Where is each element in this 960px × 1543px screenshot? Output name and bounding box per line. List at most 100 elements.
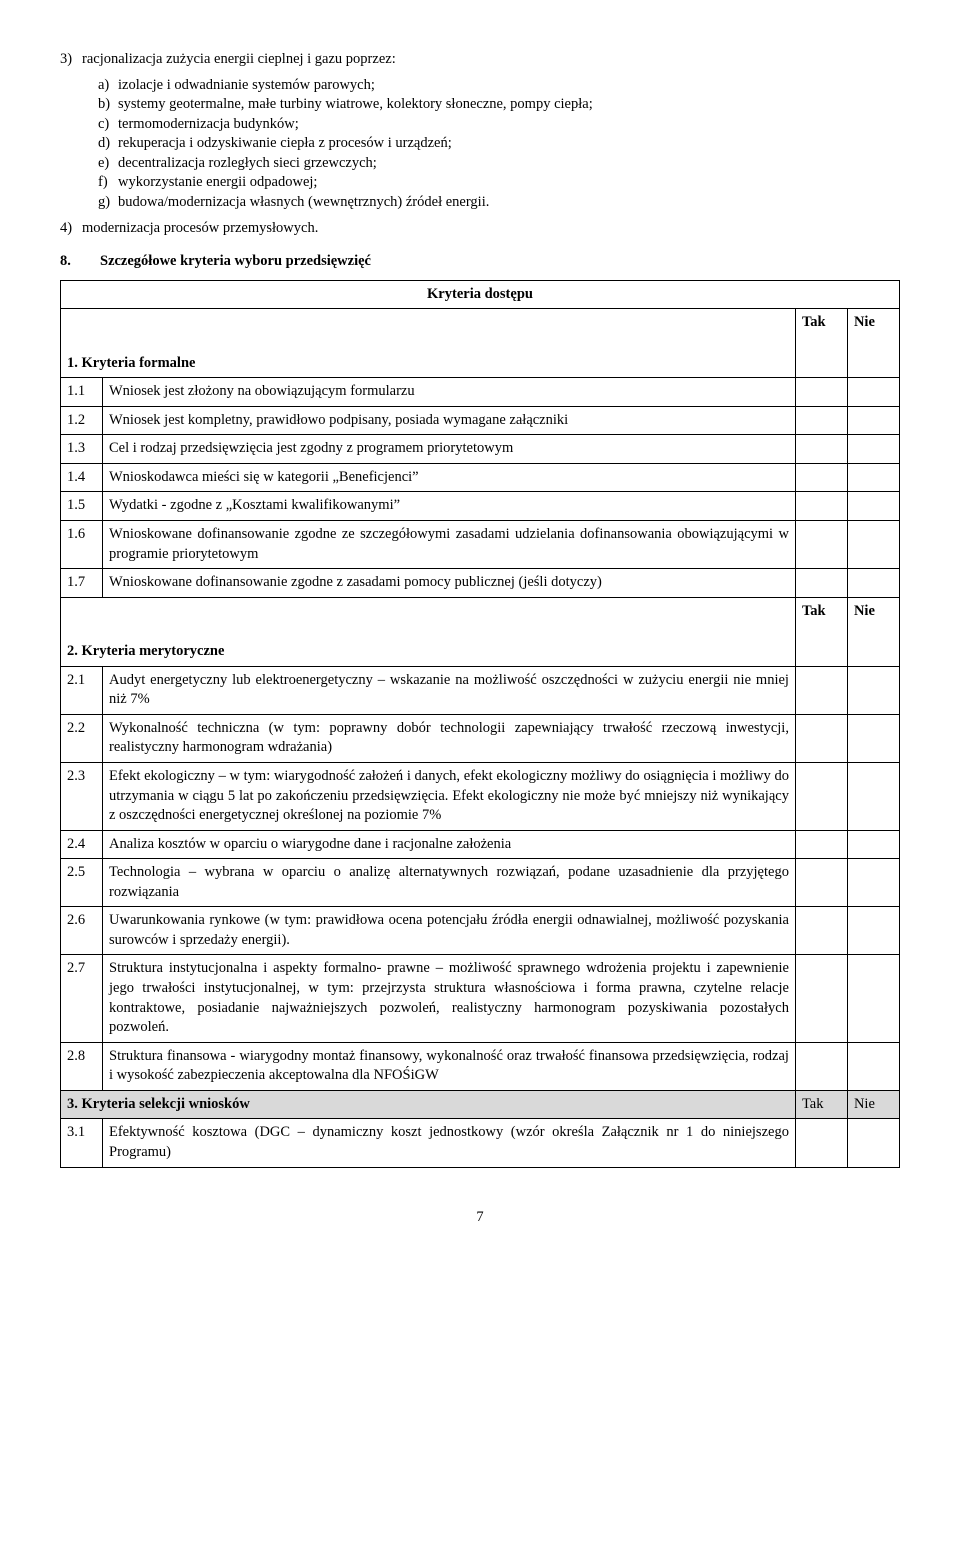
cell-nie [847, 859, 899, 907]
cell-tak [795, 1042, 847, 1090]
cell-tak [795, 378, 847, 407]
page-number: 7 [60, 1208, 900, 1228]
header-kryteria-dostepu: Kryteria dostępu [61, 280, 900, 309]
list-text: racjonalizacja zużycia energii cieplnej … [82, 50, 396, 70]
cell-nie [847, 1119, 899, 1167]
table-row: 2.4 Analiza kosztów w oparciu o wiarygod… [61, 830, 900, 859]
cell-nie [847, 907, 899, 955]
cell-tak [795, 435, 847, 464]
col-nie: Nie [847, 1090, 899, 1119]
row-num: 2.6 [61, 907, 103, 955]
table-row: 2.8 Struktura finansowa - wiarygodny mon… [61, 1042, 900, 1090]
sub-letter: b) [98, 95, 118, 115]
col-tak: Tak [795, 597, 847, 666]
row-num: 3.1 [61, 1119, 103, 1167]
row-num: 2.4 [61, 830, 103, 859]
sub-text: izolacje i odwadnianie systemów parowych… [118, 76, 375, 96]
row-num: 1.3 [61, 435, 103, 464]
row-num: 2.7 [61, 955, 103, 1042]
cell-nie [847, 666, 899, 714]
cell-tak [795, 521, 847, 569]
table-row: 1.1 Wniosek jest złożony na obowiązujący… [61, 378, 900, 407]
row-num: 1.1 [61, 378, 103, 407]
row-num: 1.4 [61, 463, 103, 492]
cell-tak [795, 463, 847, 492]
table-row: 1.7 Wnioskowane dofinansowanie zgodne z … [61, 569, 900, 598]
table-row: 1.2 Wniosek jest kompletny, prawidłowo p… [61, 406, 900, 435]
cell-nie [847, 830, 899, 859]
cell-tak [795, 666, 847, 714]
table-header-row: Kryteria dostępu [61, 280, 900, 309]
cell-tak [795, 714, 847, 762]
list-number: 3) [60, 50, 82, 70]
row-num: 2.3 [61, 762, 103, 830]
cell-nie [847, 521, 899, 569]
cell-tak [795, 762, 847, 830]
col-nie: Nie [847, 309, 899, 378]
section-8-heading: 8. Szczegółowe kryteria wyboru przedsięw… [60, 252, 900, 272]
sub-text: budowa/modernizacja własnych (wewnętrzny… [118, 193, 489, 213]
group-3-label: 3. Kryteria selekcji wniosków [61, 1090, 796, 1119]
table-row: 1.3 Cel i rodzaj przedsięwzięcia jest zg… [61, 435, 900, 464]
row-num: 1.6 [61, 521, 103, 569]
cell-tak [795, 859, 847, 907]
sub-text: wykorzystanie energii odpadowej; [118, 173, 317, 193]
table-row: 2.3 Efekt ekologiczny – w tym: wiarygodn… [61, 762, 900, 830]
sub-text: termomodernizacja budynków; [118, 115, 299, 135]
row-num: 2.2 [61, 714, 103, 762]
sublist: a)izolacje i odwadnianie systemów parowy… [98, 76, 900, 213]
cell-nie [847, 463, 899, 492]
row-text: Wniosek jest złożony na obowiązującym fo… [103, 378, 796, 407]
row-text: Wnioskowane dofinansowanie zgodne ze szc… [103, 521, 796, 569]
row-num: 1.5 [61, 492, 103, 521]
row-text: Audyt energetyczny lub elektroenergetycz… [103, 666, 796, 714]
list-item-3: 3) racjonalizacja zużycia energii ciepln… [60, 50, 900, 70]
sub-letter: a) [98, 76, 118, 96]
cell-tak [795, 406, 847, 435]
row-text: Struktura instytucjonalna i aspekty form… [103, 955, 796, 1042]
table-row: 1.4 Wnioskodawca mieści się w kategorii … [61, 463, 900, 492]
row-num: 1.7 [61, 569, 103, 598]
col-tak: Tak [795, 1090, 847, 1119]
sub-text: rekuperacja i odzyskiwanie ciepła z proc… [118, 134, 452, 154]
group-2-row: 2. Kryteria merytoryczne Tak Nie [61, 597, 900, 666]
table-row: 3.1 Efektywność kosztowa (DGC – dynamicz… [61, 1119, 900, 1167]
row-text: Uwarunkowania rynkowe (w tym: prawidłowa… [103, 907, 796, 955]
row-num: 2.5 [61, 859, 103, 907]
table-row: 1.6 Wnioskowane dofinansowanie zgodne ze… [61, 521, 900, 569]
sub-letter: e) [98, 154, 118, 174]
row-text: Efekt ekologiczny – w tym: wiarygodność … [103, 762, 796, 830]
table-row: 2.5 Technologia – wybrana w oparciu o an… [61, 859, 900, 907]
cell-nie [847, 406, 899, 435]
row-text: Analiza kosztów w oparciu o wiarygodne d… [103, 830, 796, 859]
cell-tak [795, 955, 847, 1042]
group-2-label: 2. Kryteria merytoryczne [61, 597, 796, 666]
table-row: 2.1 Audyt energetyczny lub elektroenerge… [61, 666, 900, 714]
group-1-row: 1. Kryteria formalne Tak Nie [61, 309, 900, 378]
cell-nie [847, 955, 899, 1042]
cell-tak [795, 1119, 847, 1167]
row-text: Cel i rodzaj przedsięwzięcia jest zgodny… [103, 435, 796, 464]
cell-nie [847, 492, 899, 521]
row-text: Wnioskowane dofinansowanie zgodne z zasa… [103, 569, 796, 598]
table-row: 2.6 Uwarunkowania rynkowe (w tym: prawid… [61, 907, 900, 955]
list-number: 4) [60, 219, 82, 239]
criteria-table: Kryteria dostępu 1. Kryteria formalne Ta… [60, 280, 900, 1168]
table-row: 2.7 Struktura instytucjonalna i aspekty … [61, 955, 900, 1042]
cell-nie [847, 762, 899, 830]
cell-nie [847, 1042, 899, 1090]
row-text: Efektywność kosztowa (DGC – dynamiczny k… [103, 1119, 796, 1167]
group-1-label: 1. Kryteria formalne [61, 309, 796, 378]
row-text: Struktura finansowa - wiarygodny montaż … [103, 1042, 796, 1090]
sub-letter: g) [98, 193, 118, 213]
row-text: Technologia – wybrana w oparciu o analiz… [103, 859, 796, 907]
cell-nie [847, 435, 899, 464]
cell-nie [847, 714, 899, 762]
table-row: 2.2 Wykonalność techniczna (w tym: popra… [61, 714, 900, 762]
sub-text: decentralizacja rozległych sieci grzewcz… [118, 154, 377, 174]
row-num: 1.2 [61, 406, 103, 435]
list-text: modernizacja procesów przemysłowych. [82, 219, 318, 239]
cell-tak [795, 830, 847, 859]
table-row: 1.5 Wydatki - zgodne z „Kosztami kwalifi… [61, 492, 900, 521]
col-nie: Nie [847, 597, 899, 666]
